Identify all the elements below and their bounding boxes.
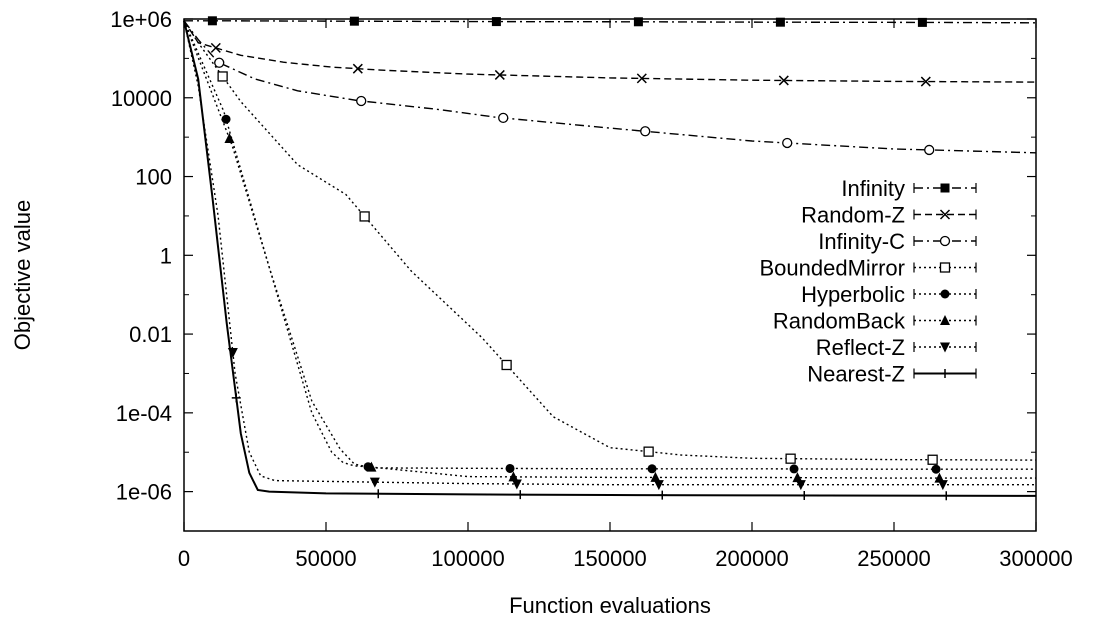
series-line-3 (183, 20, 1037, 461)
series-lines (183, 20, 1037, 497)
legend-marker-5 (940, 315, 950, 325)
legend-label-0: Infinity (841, 176, 905, 201)
series-line-7 (183, 20, 1037, 497)
series-6-marker-1 (369, 477, 380, 488)
legend-label-4: Hyperbolic (801, 282, 905, 307)
series-6-marker-4 (795, 480, 806, 491)
series-4-marker-3 (647, 464, 657, 474)
series-1-marker-2 (494, 69, 505, 80)
series-1-marker-3 (636, 73, 647, 84)
series-line-5 (183, 20, 1036, 479)
legend-label-7: Nearest-Z (807, 362, 905, 387)
series-7-marker-4 (799, 491, 809, 501)
y-tick-label: 100 (135, 165, 172, 190)
series-5-marker-2 (508, 471, 519, 482)
y-tick-label: 1e-06 (116, 480, 172, 505)
y-tick-label: 1e-04 (116, 401, 172, 426)
series-3-marker-4 (785, 453, 796, 464)
series-3-marker-0 (217, 71, 228, 82)
series-4-marker-4 (789, 464, 799, 474)
series-4-marker-0 (221, 114, 231, 124)
x-tick-label: 100000 (431, 546, 504, 571)
series-0-marker-4 (775, 17, 785, 27)
series-0-marker-5 (917, 17, 927, 27)
series-7-marker-0 (231, 393, 241, 403)
series-6-marker-5 (937, 480, 948, 491)
series-1-marker-1 (352, 63, 363, 74)
legend-label-3: BoundedMirror (759, 256, 905, 281)
x-tick-label: 200000 (715, 546, 788, 571)
legend-label-5: RandomBack (773, 309, 906, 334)
series-6-marker-3 (653, 480, 664, 491)
series-line-6 (183, 20, 1036, 486)
legend-marker-4 (940, 289, 950, 299)
legend-label-6: Reflect-Z (816, 335, 905, 360)
series-5-marker-4 (792, 472, 803, 483)
series-2-marker-1 (356, 95, 367, 107)
series-4-marker-2 (505, 463, 515, 473)
series-line-4 (183, 20, 1036, 470)
series-2-marker-3 (640, 126, 651, 137)
series-2-marker-2 (498, 112, 509, 124)
series-markers (207, 16, 951, 501)
y-tick-label: 1 (160, 243, 172, 268)
legend-marker-1 (939, 209, 951, 220)
legend: InfinityRandom-ZInfinity-CBoundedMirrorH… (759, 176, 977, 387)
series-5-marker-3 (650, 471, 661, 482)
series-0-marker-3 (633, 17, 643, 27)
axis-ticks: 0 50000 100000 150000 200000 250000 300000 1e-0… (110, 7, 1073, 571)
y-axis-label: Objective value (10, 200, 35, 350)
series-0-marker-0 (207, 16, 217, 26)
y-tick-label: 0.01 (129, 322, 172, 347)
x-tick-label: 50000 (295, 546, 356, 571)
legend-marker-0 (940, 183, 950, 193)
series-5-marker-0 (224, 133, 235, 144)
series-6-marker-2 (511, 479, 522, 490)
x-tick-label: 150000 (573, 546, 646, 571)
series-3-marker-5 (927, 454, 938, 465)
x-tick-label: 300000 (999, 546, 1072, 571)
series-6-marker-0 (227, 347, 238, 358)
series-5-marker-1 (366, 461, 377, 472)
series-2-marker-0 (214, 57, 225, 68)
series-line-1 (183, 20, 1037, 83)
series-1-marker-4 (778, 75, 789, 86)
series-5-marker-5 (934, 472, 945, 483)
series-3-marker-3 (643, 446, 654, 457)
legend-marker-7 (940, 369, 950, 378)
series-0-marker-2 (491, 17, 501, 27)
legend-marker-6 (940, 342, 950, 353)
y-tick-label: 1e+06 (110, 7, 172, 32)
x-tick-label: 0 (178, 546, 190, 571)
legend-label-2: Infinity-C (818, 229, 905, 254)
series-7-marker-3 (657, 490, 667, 500)
series-7-marker-5 (941, 491, 951, 501)
series-0-marker-1 (349, 16, 359, 26)
series-1-marker-0 (210, 42, 221, 53)
y-tick-label: 10000 (111, 86, 172, 111)
series-line-0 (184, 20, 1037, 24)
series-3-marker-1 (359, 211, 370, 222)
series-1-marker-5 (920, 76, 931, 87)
series-2-marker-4 (782, 137, 793, 149)
series-7-marker-2 (515, 490, 525, 500)
series-3-marker-2 (501, 359, 512, 371)
legend-marker-3 (939, 262, 951, 273)
series-4-marker-5 (931, 464, 941, 474)
x-tick-label: 250000 (857, 546, 930, 571)
legend-label-1: Random-Z (801, 203, 905, 228)
series-2-marker-5 (924, 144, 935, 156)
series-line-2 (183, 20, 1037, 154)
series-7-marker-1 (373, 489, 383, 499)
legend-marker-2 (939, 235, 951, 247)
plot-frame (183, 18, 1037, 532)
x-axis-label: Function evaluations (509, 593, 711, 618)
